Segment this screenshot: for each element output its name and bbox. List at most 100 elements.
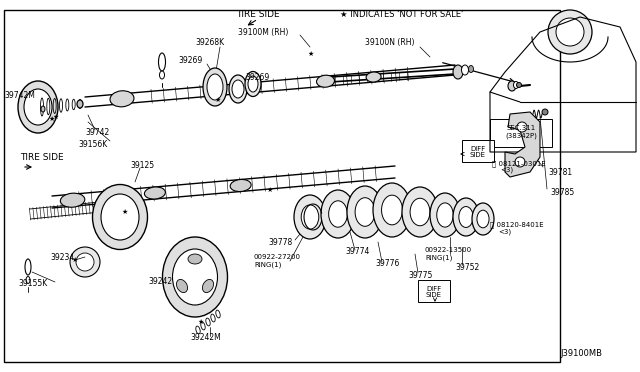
Ellipse shape <box>373 183 411 237</box>
Text: 00922-27200: 00922-27200 <box>254 254 301 260</box>
Text: DIFF: DIFF <box>470 146 486 152</box>
Text: 39269: 39269 <box>245 73 269 81</box>
Ellipse shape <box>248 76 258 92</box>
Ellipse shape <box>347 186 383 238</box>
Ellipse shape <box>60 193 84 207</box>
Circle shape <box>548 10 592 54</box>
Ellipse shape <box>203 68 227 106</box>
Circle shape <box>515 157 525 167</box>
Circle shape <box>76 253 94 271</box>
Text: TIRE SIDE: TIRE SIDE <box>236 10 280 19</box>
Ellipse shape <box>436 203 453 227</box>
Text: ★: ★ <box>53 114 60 120</box>
Text: 39234: 39234 <box>50 253 74 262</box>
Text: 39775: 39775 <box>408 270 433 279</box>
Text: 39752: 39752 <box>455 263 479 272</box>
Ellipse shape <box>477 210 489 228</box>
Ellipse shape <box>173 249 218 305</box>
Ellipse shape <box>41 106 45 112</box>
Text: ★: ★ <box>215 97 221 103</box>
Circle shape <box>542 109 548 115</box>
Text: 39269: 39269 <box>178 55 202 64</box>
Ellipse shape <box>77 100 83 108</box>
Ellipse shape <box>355 198 375 226</box>
Ellipse shape <box>430 193 460 237</box>
Text: 39100N (RH): 39100N (RH) <box>365 38 415 46</box>
Ellipse shape <box>459 206 473 227</box>
Ellipse shape <box>245 71 261 96</box>
Ellipse shape <box>321 190 355 238</box>
Ellipse shape <box>230 81 251 96</box>
Text: Ⓑ 08121-0301E: Ⓑ 08121-0301E <box>492 161 546 167</box>
Text: ★: ★ <box>198 319 204 325</box>
Ellipse shape <box>381 195 403 225</box>
Ellipse shape <box>230 179 251 192</box>
Ellipse shape <box>366 72 381 82</box>
Text: SIDE: SIDE <box>426 292 442 298</box>
Circle shape <box>517 122 527 132</box>
Text: 39242M: 39242M <box>190 333 221 341</box>
Text: 39781: 39781 <box>548 167 572 176</box>
Ellipse shape <box>18 81 58 133</box>
Text: 00922-13500: 00922-13500 <box>425 247 472 253</box>
Ellipse shape <box>453 198 479 236</box>
Ellipse shape <box>229 75 247 103</box>
Text: 39156K: 39156K <box>78 140 108 148</box>
Ellipse shape <box>93 185 147 250</box>
Bar <box>418 280 450 302</box>
Ellipse shape <box>177 279 188 292</box>
Text: 39742: 39742 <box>85 128 109 137</box>
Text: <3): <3) <box>498 229 511 235</box>
Ellipse shape <box>101 194 139 240</box>
Text: SIDE: SIDE <box>470 152 486 158</box>
Ellipse shape <box>402 187 438 237</box>
Ellipse shape <box>202 279 214 292</box>
Text: DIFF: DIFF <box>426 286 442 292</box>
Ellipse shape <box>145 187 165 199</box>
Text: 39100M (RH): 39100M (RH) <box>238 28 289 36</box>
Text: <3): <3) <box>500 167 513 173</box>
Text: 39268K: 39268K <box>195 38 224 46</box>
Ellipse shape <box>207 74 223 100</box>
Bar <box>15 165 395 360</box>
Ellipse shape <box>508 81 516 91</box>
Bar <box>4 10 560 362</box>
Text: RING(1): RING(1) <box>425 255 452 261</box>
Text: 39125: 39125 <box>130 160 154 170</box>
Text: ★: ★ <box>122 209 128 215</box>
Text: 39155K: 39155K <box>18 279 47 289</box>
Text: SEC.311: SEC.311 <box>506 125 536 131</box>
Text: 39778: 39778 <box>268 237 292 247</box>
Ellipse shape <box>159 71 164 79</box>
Ellipse shape <box>24 89 52 125</box>
Text: 39742M: 39742M <box>4 90 35 99</box>
Text: Ⓑ 08120-8401E: Ⓑ 08120-8401E <box>490 222 543 228</box>
Text: 39785: 39785 <box>550 187 574 196</box>
Text: ★: ★ <box>72 257 78 263</box>
Text: 39774: 39774 <box>345 247 369 257</box>
Ellipse shape <box>188 254 202 264</box>
Text: (38342P): (38342P) <box>505 133 537 139</box>
Ellipse shape <box>317 75 335 87</box>
Ellipse shape <box>163 237 227 317</box>
Text: ★: ★ <box>267 187 273 193</box>
Ellipse shape <box>329 201 348 227</box>
Ellipse shape <box>159 53 166 71</box>
Text: ★: ★ <box>49 116 55 122</box>
Ellipse shape <box>461 65 468 75</box>
Text: 39242: 39242 <box>148 278 172 286</box>
Text: RING(1): RING(1) <box>254 262 282 268</box>
Ellipse shape <box>513 81 518 89</box>
Ellipse shape <box>110 91 134 107</box>
Ellipse shape <box>232 80 244 98</box>
Polygon shape <box>505 112 540 177</box>
Text: J39100MB: J39100MB <box>560 350 602 359</box>
Text: TIRE SIDE: TIRE SIDE <box>20 153 63 161</box>
Ellipse shape <box>472 203 494 235</box>
Circle shape <box>516 83 522 87</box>
Ellipse shape <box>26 276 30 283</box>
Ellipse shape <box>301 205 319 229</box>
Text: ★: ★ <box>308 51 314 57</box>
Bar <box>462 140 494 162</box>
Circle shape <box>556 18 584 46</box>
